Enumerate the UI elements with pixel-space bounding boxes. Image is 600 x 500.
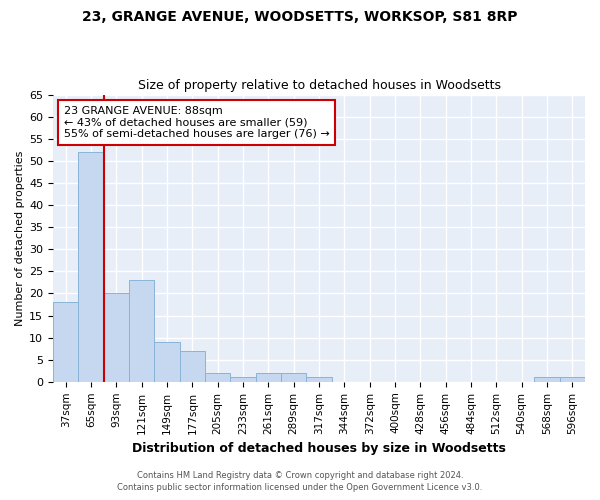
Bar xyxy=(154,342,179,382)
Bar xyxy=(281,373,307,382)
Y-axis label: Number of detached properties: Number of detached properties xyxy=(15,150,25,326)
Bar xyxy=(230,378,256,382)
Text: 23 GRANGE AVENUE: 88sqm
← 43% of detached houses are smaller (59)
55% of semi-de: 23 GRANGE AVENUE: 88sqm ← 43% of detache… xyxy=(64,106,329,139)
Bar xyxy=(53,302,79,382)
Bar xyxy=(256,373,281,382)
Bar xyxy=(307,378,332,382)
Bar xyxy=(104,294,129,382)
Bar xyxy=(560,378,585,382)
Title: Size of property relative to detached houses in Woodsetts: Size of property relative to detached ho… xyxy=(137,79,500,92)
Bar xyxy=(129,280,154,382)
Text: 23, GRANGE AVENUE, WOODSETTS, WORKSOP, S81 8RP: 23, GRANGE AVENUE, WOODSETTS, WORKSOP, S… xyxy=(82,10,518,24)
Bar xyxy=(179,351,205,382)
Bar xyxy=(535,378,560,382)
X-axis label: Distribution of detached houses by size in Woodsetts: Distribution of detached houses by size … xyxy=(132,442,506,455)
Bar xyxy=(79,152,104,382)
Bar xyxy=(205,373,230,382)
Text: Contains HM Land Registry data © Crown copyright and database right 2024.
Contai: Contains HM Land Registry data © Crown c… xyxy=(118,471,482,492)
